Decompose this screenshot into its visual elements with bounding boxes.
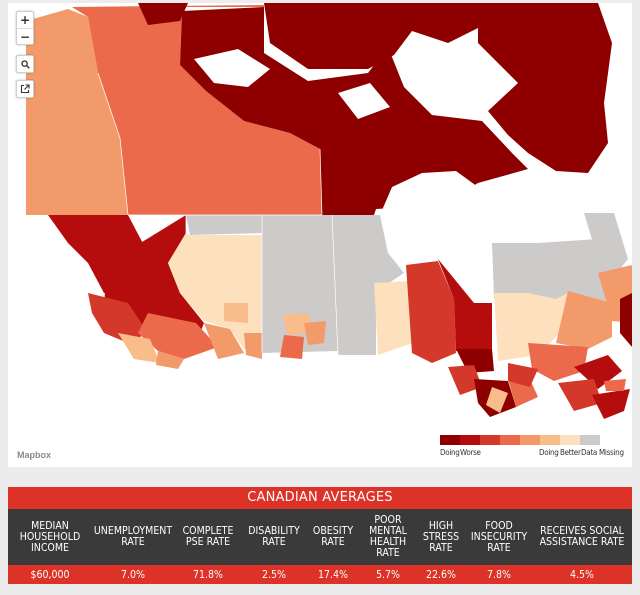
region-nfld[interactable]	[620, 293, 632, 347]
legend-label: Better	[560, 448, 581, 457]
water-channel-2	[338, 83, 390, 119]
averages-header: HIGH STRESS RATE	[422, 519, 460, 554]
region-arctic-islands[interactable]	[264, 3, 488, 69]
region-island-1[interactable]	[138, 3, 188, 25]
region-pei[interactable]	[604, 379, 626, 391]
zoom-in-button[interactable]: +	[19, 13, 31, 27]
region-vancouver[interactable]	[156, 351, 184, 369]
region-quebec-central[interactable]	[494, 293, 574, 361]
region-ontario-south-4[interactable]	[486, 387, 508, 413]
averages-value: 22.6%	[425, 568, 456, 581]
region-ns[interactable]	[592, 389, 630, 419]
region-bc-south[interactable]	[138, 313, 218, 359]
averages-value: 17.4%	[317, 568, 348, 581]
region-sask-sw[interactable]	[280, 335, 304, 359]
averages-header: POOR MENTAL HEALTH RATE	[369, 514, 407, 559]
zoom-out-button[interactable]: −	[17, 28, 33, 44]
legend-swatch	[540, 435, 560, 445]
averages-header-row: MEDIAN HOUSEHOLD INCOME UNEMPLOYMENT RAT…	[8, 509, 632, 565]
water-channel	[194, 49, 270, 87]
averages-value: 5.7%	[376, 568, 400, 581]
search-button[interactable]	[17, 56, 33, 72]
averages-header: RECEIVES SOCIAL ASSISTANCE RATE	[539, 525, 625, 548]
region-manitoba-south[interactable]	[374, 281, 412, 355]
region-quebec-north[interactable]	[492, 239, 612, 303]
averages-value: 4.5%	[570, 568, 594, 581]
region-ontario-ne[interactable]	[438, 259, 492, 351]
averages-header: OBESITY RATE	[312, 525, 354, 548]
averages-header: MEDIAN HOUSEHOLD INCOME	[19, 519, 81, 554]
region-nb[interactable]	[558, 379, 602, 411]
region-quebec-south[interactable]	[528, 343, 588, 381]
legend-swatch	[560, 435, 580, 445]
region-quebec-south-2[interactable]	[508, 363, 538, 387]
averages-value: 7.0%	[121, 568, 145, 581]
region-saskatoon[interactable]	[304, 321, 326, 345]
map-panel[interactable]: + − Doing Worse Doing Better Data Missin…	[8, 3, 632, 467]
region-ontario-north[interactable]	[406, 261, 456, 363]
region-labrador[interactable]	[584, 213, 628, 279]
averages-header: FOOD INSECURITY RATE	[470, 519, 528, 554]
mapbox-attribution[interactable]: Mapbox	[17, 450, 52, 460]
averages-value: $60,000	[30, 568, 70, 581]
region-calgary[interactable]	[224, 303, 248, 323]
zoom-controls: + −	[16, 11, 34, 45]
search-control	[16, 55, 34, 73]
canadian-averages-table: CANADIAN AVERAGES MEDIAN HOUSEHOLD INCOM…	[8, 487, 632, 584]
region-vancouver-island[interactable]	[118, 333, 160, 363]
averages-title: CANADIAN AVERAGES	[8, 487, 632, 509]
region-bc-kootenay[interactable]	[204, 323, 244, 359]
region-sask[interactable]	[262, 215, 338, 353]
legend-labels: Doing Worse Doing Better Data Missing	[440, 448, 628, 460]
share-control	[16, 80, 34, 98]
legend-swatch	[500, 435, 520, 445]
averages-value: 71.8%	[192, 568, 223, 581]
legend-label: Doing	[539, 448, 559, 457]
averages-header: UNEMPLOYMENT RATE	[93, 525, 173, 548]
region-gaspe[interactable]	[574, 355, 622, 389]
map-legend: Doing Worse Doing Better Data Missing	[440, 435, 628, 461]
averages-header: COMPLETE PSE RATE	[182, 525, 234, 548]
legend-label: Doing	[440, 448, 460, 457]
share-button[interactable]	[17, 81, 33, 97]
external-link-icon	[20, 84, 30, 94]
legend-swatch	[480, 435, 500, 445]
search-icon	[20, 59, 30, 69]
water-channel-3	[428, 49, 480, 85]
region-nwt[interactable]	[72, 5, 322, 215]
averages-value: 7.8%	[487, 568, 511, 581]
legend-label: Worse	[460, 448, 481, 457]
region-baffin[interactable]	[478, 3, 612, 173]
region-alberta-se[interactable]	[244, 333, 262, 359]
legend-swatches	[440, 435, 628, 445]
legend-swatch	[460, 435, 480, 445]
averages-header: DISABILITY RATE	[248, 525, 300, 548]
legend-swatch	[520, 435, 540, 445]
legend-label: Data Missing	[581, 448, 624, 457]
legend-swatch	[580, 435, 600, 445]
territory-borders	[97, 72, 339, 356]
region-manitoba[interactable]	[332, 215, 404, 355]
averages-value-row: $60,000 7.0% 71.8% 2.5% 17.4% 5.7% 22.6%…	[8, 565, 632, 584]
legend-swatch	[440, 435, 460, 445]
region-alberta-north[interactable]	[186, 215, 262, 235]
region-yukon[interactable]	[26, 9, 128, 215]
region-ontario-south-1[interactable]	[448, 365, 482, 395]
choropleth-map[interactable]	[8, 3, 632, 467]
averages-value: 2.5%	[262, 568, 286, 581]
region-bc-coast[interactable]	[88, 293, 148, 343]
region-quebec-east[interactable]	[556, 291, 612, 349]
